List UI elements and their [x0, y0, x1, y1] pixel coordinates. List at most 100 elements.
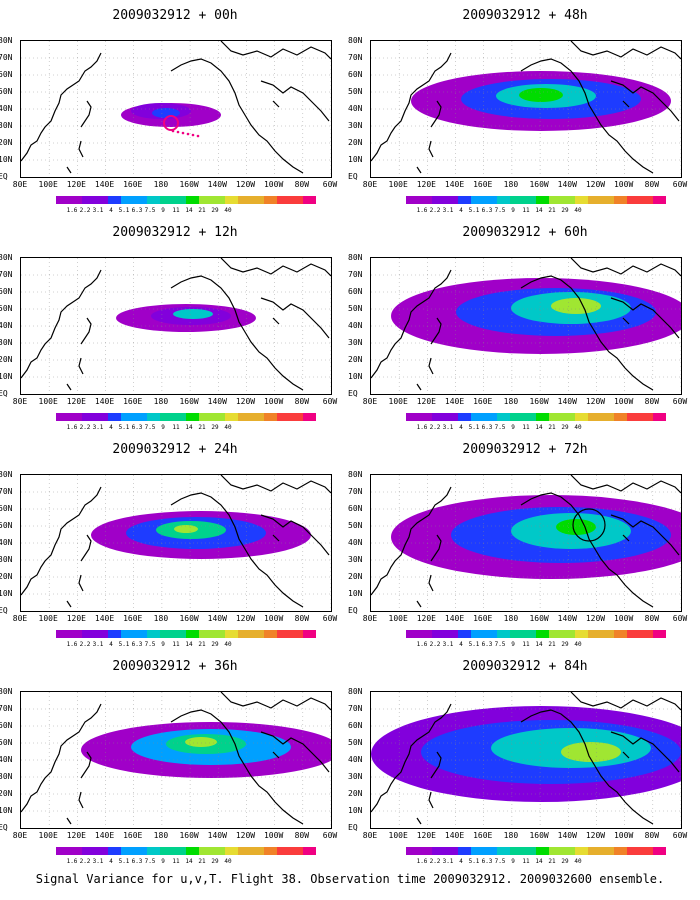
map-panel: 2009032912 + 36h 80N 70N 60N 50N 40N 30N 20N 10N…	[0, 651, 350, 876]
lon-tick-label: 160E	[123, 831, 143, 840]
colorbar-label: 14	[185, 424, 193, 431]
colorbar-swatch	[277, 847, 290, 855]
variance-field	[561, 742, 621, 762]
coastline	[78, 357, 84, 375]
lon-tick-label: 120W	[585, 614, 606, 623]
colorbar-swatch	[575, 630, 588, 638]
lat-tick-label: 50N	[348, 521, 363, 530]
lon-tick-label: 140W	[207, 614, 227, 623]
lat-tick-label: 40N	[348, 321, 363, 330]
colorbar-label: 2.2	[79, 641, 91, 648]
lon-tick-label: 120W	[585, 831, 606, 840]
coastline	[520, 275, 654, 391]
colorbar-swatch	[69, 196, 82, 204]
panel-title: 2009032912 + 60h	[462, 225, 588, 240]
lat-tick-label: 60N	[0, 504, 13, 513]
colorbar-swatch	[588, 847, 601, 855]
colorbar-label: 1.6	[416, 641, 428, 648]
lat-tick-label: 30N	[0, 772, 13, 781]
lon-tick-label: 120E	[66, 180, 86, 189]
lon-tick-label: 60W	[672, 831, 688, 840]
colorbar-swatch	[653, 847, 666, 855]
colorbar-label: 14	[535, 641, 543, 648]
lon-tick-label: 160W	[529, 180, 549, 189]
flight-track-point	[191, 133, 195, 137]
colorbar-label: 3.1	[92, 641, 104, 648]
colorbar-swatch	[536, 413, 549, 421]
lon-tick-label: 180	[153, 614, 169, 623]
lat-tick-label: 70N	[348, 53, 363, 62]
lon-tick-label: 100W	[263, 614, 284, 623]
lat-tick-label: 70N	[0, 270, 13, 279]
colorbar-swatch	[523, 413, 536, 421]
lon-tick-label: 140E	[444, 614, 465, 623]
colorbar-label: 4	[459, 641, 463, 648]
coastline	[371, 703, 452, 813]
variance-field	[173, 309, 213, 319]
colorbar-label: 3.1	[442, 207, 454, 214]
coastline	[260, 297, 330, 339]
colorbar-swatch	[419, 847, 432, 855]
colorbar-label: 40	[224, 858, 232, 865]
colorbar-swatch	[471, 196, 484, 204]
colorbar-swatch	[251, 847, 264, 855]
map-panel: 2009032912 + 84h 80N 70N 60N 50N 40N 30N 20N 10N…	[348, 651, 700, 876]
colorbar-swatch	[510, 413, 523, 421]
coastline	[170, 709, 304, 825]
colorbar-swatch	[56, 196, 69, 204]
colorbar-swatch	[290, 630, 303, 638]
colorbar-swatch	[419, 196, 432, 204]
lon-tick-label: 120W	[235, 614, 256, 623]
lon-tick-label: 160E	[123, 180, 143, 189]
coastline	[622, 751, 630, 759]
colorbar-label: 29	[561, 641, 569, 648]
coastline	[416, 600, 422, 608]
colorbar-swatch	[497, 630, 510, 638]
lat-tick-label: 30N	[348, 555, 363, 564]
colorbar-swatch	[251, 413, 264, 421]
colorbar-swatch	[627, 413, 640, 421]
coastline	[428, 574, 434, 592]
lat-tick-label: EQ	[0, 606, 8, 615]
colorbar-label: 7.5	[144, 858, 156, 865]
colorbar-swatch	[432, 847, 445, 855]
colorbar-swatch	[238, 630, 251, 638]
colorbar-label: 4	[459, 858, 463, 865]
colorbar-swatch	[627, 196, 640, 204]
colorbar-swatch	[627, 847, 640, 855]
lat-tick-label: 10N	[0, 589, 13, 598]
colorbar-swatch	[199, 847, 212, 855]
map-svg	[21, 692, 331, 828]
colorbar-swatch	[510, 196, 523, 204]
colorbar-swatch	[277, 196, 290, 204]
lon-tick-label: 140E	[94, 397, 115, 406]
lon-tick-label: 140E	[444, 831, 465, 840]
figure-caption: Signal Variance for u,v,T. Flight 38. Ob…	[35, 872, 665, 886]
colorbar-swatch	[523, 630, 536, 638]
colorbar-swatch	[575, 847, 588, 855]
lon-tick-label: 100E	[38, 614, 58, 623]
lon-tick-label: 180	[503, 614, 519, 623]
lat-tick-label: 20N	[348, 789, 363, 798]
lon-tick-label: 80W	[294, 180, 310, 189]
colorbar-label: 14	[185, 207, 193, 214]
lon-tick-label: 160W	[529, 831, 549, 840]
map-area	[370, 40, 682, 178]
colorbar-label: 14	[185, 641, 193, 648]
lon-tick-label: 120E	[66, 397, 86, 406]
colorbar-swatch	[303, 196, 316, 204]
colorbar-swatch	[238, 847, 251, 855]
lon-tick-label: 60W	[322, 397, 338, 406]
colorbar-label: 5.1	[468, 641, 480, 648]
coastline	[570, 258, 681, 277]
colorbar-swatch	[82, 196, 95, 204]
colorbar-swatch	[69, 847, 82, 855]
lon-tick-label: 160W	[179, 831, 199, 840]
variance-field	[174, 525, 198, 533]
map-svg	[21, 475, 331, 611]
map-area	[20, 474, 332, 612]
lon-tick-label: 160E	[123, 397, 143, 406]
lat-tick-label: EQ	[348, 172, 358, 181]
lat-tick-label: 20N	[0, 355, 13, 364]
colorbar-swatch	[601, 196, 614, 204]
